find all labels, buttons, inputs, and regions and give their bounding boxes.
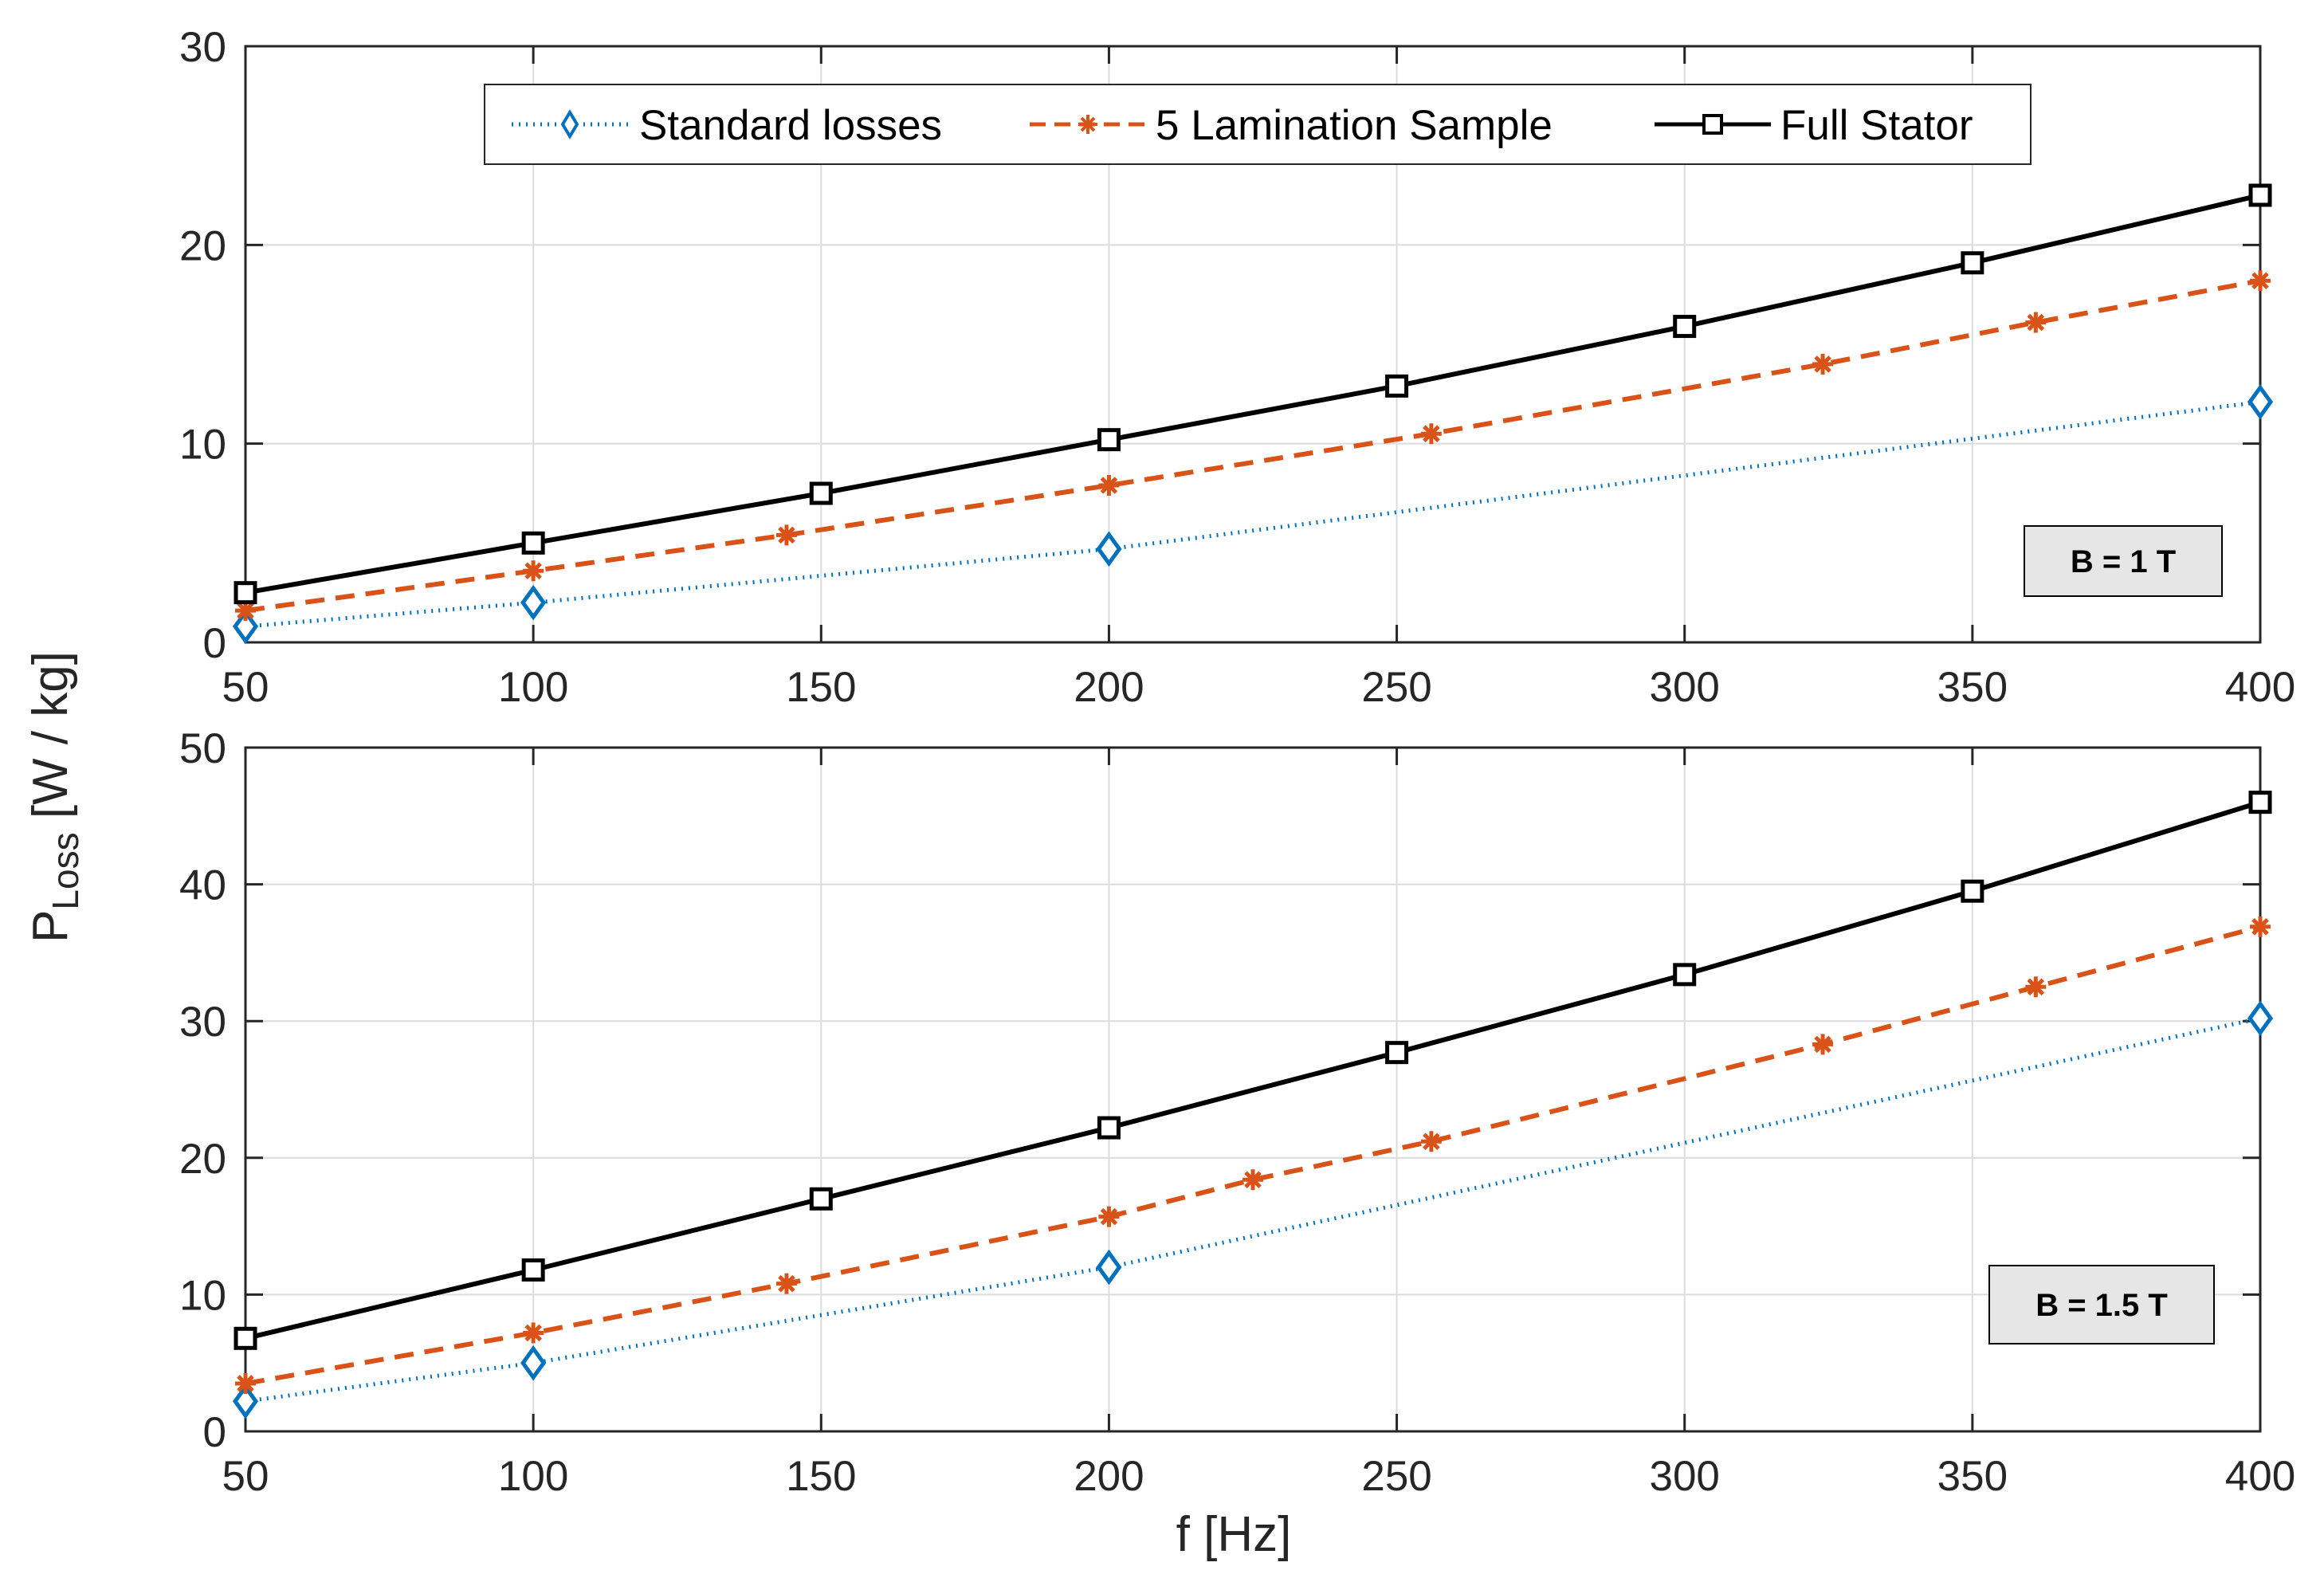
data-point-full-stator xyxy=(524,1261,543,1280)
data-point-full-stator xyxy=(524,533,543,552)
legend-label-full-stator: Full Stator xyxy=(1780,102,1973,149)
y-tick-label: 30 xyxy=(179,24,226,71)
y-tick-label: 0 xyxy=(203,1409,226,1456)
x-tick-label: 400 xyxy=(2225,1453,2295,1500)
y-tick-label: 50 xyxy=(179,725,226,772)
x-tick-label: 300 xyxy=(1649,664,1719,711)
x-tick-label: 100 xyxy=(498,664,568,711)
y-axis-label-subscript: Loss xyxy=(45,832,86,909)
data-point-full-stator xyxy=(1388,1043,1407,1062)
data-point-full-stator xyxy=(811,484,830,503)
y-tick-label: 30 xyxy=(179,999,226,1046)
x-tick-label: 250 xyxy=(1361,664,1431,711)
x-tick-label: 50 xyxy=(222,1453,269,1500)
x-tick-label: 150 xyxy=(786,1453,856,1500)
x-tick-label: 200 xyxy=(1074,1453,1144,1500)
data-point-full-stator xyxy=(2251,793,2270,812)
data-point-full-stator xyxy=(1099,1118,1118,1137)
x-axis-label: f [Hz] xyxy=(1176,1507,1292,1562)
annotation-text: B = 1 T xyxy=(2071,544,2176,579)
legend-marker-square-icon xyxy=(1704,116,1721,133)
y-tick-label: 40 xyxy=(179,862,226,909)
annotation-field-label: B = 1 T xyxy=(2024,526,2222,596)
data-point-full-stator xyxy=(1388,376,1407,395)
data-point-full-stator xyxy=(1963,253,1982,273)
y-tick-label: 0 xyxy=(203,620,226,667)
y-tick-label: 10 xyxy=(179,1272,226,1319)
chart-bottom-b15t: 50 100 150 200 250 300 350 400 0 10 20 30 40 50 B = 1.… xyxy=(179,725,2295,1500)
y-axis-label-unit: [W / kg] xyxy=(23,651,78,832)
data-point-full-stator xyxy=(236,1329,255,1348)
x-tick-label: 100 xyxy=(498,1453,568,1500)
y-axis-label-main: P xyxy=(23,910,78,943)
x-tick-label: 250 xyxy=(1361,1453,1431,1500)
x-tick-label: 200 xyxy=(1074,664,1144,711)
x-tick-label: 150 xyxy=(786,664,856,711)
y-axis-label: PLoss [W / kg] xyxy=(23,651,86,943)
data-point-full-stator xyxy=(1675,965,1694,984)
data-point-full-stator xyxy=(811,1189,830,1208)
data-point-full-stator xyxy=(1099,430,1118,449)
y-tick-label: 20 xyxy=(179,222,226,269)
annotation-field-label: B = 1.5 T xyxy=(1989,1266,2214,1344)
x-tick-label: 350 xyxy=(1937,1453,2008,1500)
legend: Standard losses 5 Lamination Sample Full… xyxy=(485,84,2031,164)
x-tick-label: 300 xyxy=(1649,1453,1719,1500)
legend-label-standard-losses: Standard losses xyxy=(639,102,942,149)
x-tick-label: 350 xyxy=(1937,664,2008,711)
legend-label-5-lamination-sample: 5 Lamination Sample xyxy=(1156,102,1553,149)
x-tick-label: 50 xyxy=(222,664,269,711)
x-tick-label: 400 xyxy=(2225,664,2295,711)
annotation-text: B = 1.5 T xyxy=(2035,1288,2168,1323)
data-point-full-stator xyxy=(1675,317,1694,336)
y-tick-label: 20 xyxy=(179,1136,226,1183)
y-tick-label: 10 xyxy=(179,422,226,469)
data-point-full-stator xyxy=(236,583,255,603)
data-point-full-stator xyxy=(1963,881,1982,901)
figure: 50 100 150 200 250 300 350 4000102030B = 1 T 50… xyxy=(0,0,2324,1578)
data-point-full-stator xyxy=(2251,186,2270,205)
